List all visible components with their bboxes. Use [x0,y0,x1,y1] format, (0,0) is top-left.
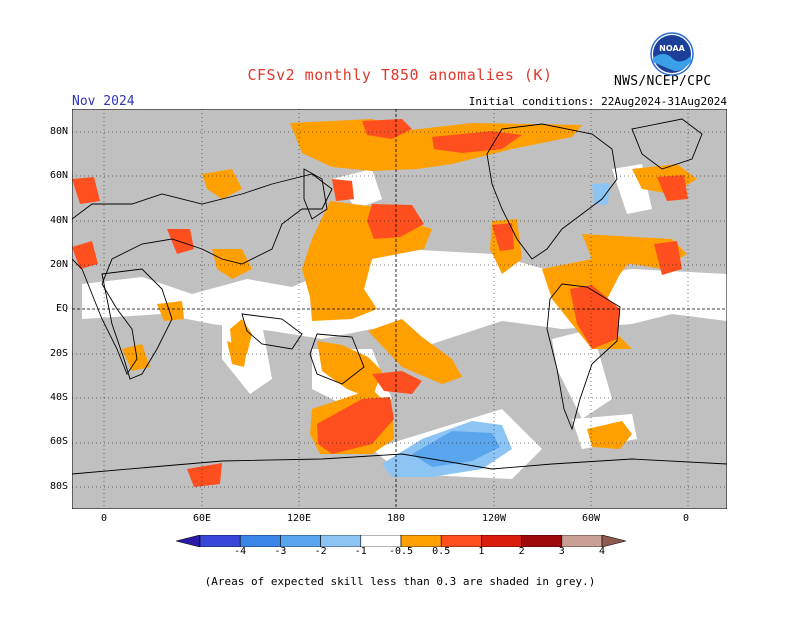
lat-label-60n: 60N [49,170,68,181]
colorbar-tick-label: 0.5 [432,546,451,557]
noaa-logo: NOAA [650,32,694,76]
lat-label-40s: 40S [49,392,68,403]
colorbar-tick-label: -0.5 [388,546,414,557]
colorbar [176,535,626,547]
lat-label-20n: 20N [49,259,68,270]
lon-label-60e: 60E [192,513,212,524]
colorbar-low-extend [176,535,201,547]
colorbar-tick-label: 3 [558,546,565,557]
skill-footnote: (Areas of expected skill less than 0.3 a… [204,575,596,588]
colorbar-tick-label: 1 [478,546,485,557]
colorbar-high-extend [601,535,626,547]
lon-label-60w: 60W [581,513,601,524]
lat-label-20s: 20S [49,348,68,359]
colorbar-tick-label: -1 [354,546,367,557]
initial-conditions: Initial conditions: 22Aug2024-31Aug2024 [468,95,727,108]
lon-label-120e: 120E [286,513,312,524]
lat-label-80n: 80N [49,126,68,137]
lat-label-40n: 40N [49,215,68,226]
agency-label: NWS/NCEP/CPC [614,74,712,89]
colorbar-tick-label: -2 [314,546,327,557]
lon-label-180: 180 [386,513,406,524]
svg-text:NOAA: NOAA [659,44,685,53]
colorbar-tick-label: 4 [598,546,606,557]
equator-dateline [72,109,727,509]
map-title: CFSv2 monthly T850 anomalies (K) [247,66,553,84]
lon-label-0-east: 0 [682,513,690,524]
lat-label-80s: 80S [49,481,68,492]
colorbar-tick-label: 2 [518,546,525,557]
lon-label-0-west: 0 [100,513,108,524]
lat-label-eq: EQ [55,303,68,314]
cold-anomaly-1-2 [412,431,500,467]
lat-label-60s: 60S [49,436,68,447]
forecast-month: Nov 2024 [72,94,135,109]
warm-anomaly-1-2 [72,119,688,487]
colorbar-tick-label: -4 [234,546,247,557]
colorbar-tick-label: -3 [274,546,287,557]
coastlines [72,118,727,475]
lon-label-120w: 120W [481,513,507,524]
anomaly-map [72,109,727,509]
